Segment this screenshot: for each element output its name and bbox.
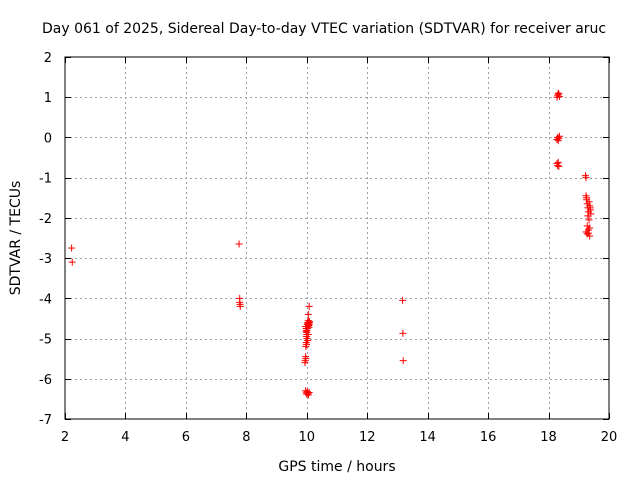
data-point — [304, 337, 312, 345]
x-axis-title: GPS time / hours — [278, 459, 395, 475]
data-point — [583, 194, 591, 202]
axis-ticks — [65, 57, 610, 420]
data-point — [305, 318, 313, 326]
y-tick-label: -1 — [39, 172, 52, 187]
data-point — [586, 224, 594, 232]
x-tick-label: 16 — [480, 430, 497, 445]
data-point — [399, 296, 407, 304]
x-tick-label: 6 — [182, 430, 190, 445]
y-tick-label: -6 — [39, 373, 52, 388]
data-point — [302, 355, 310, 363]
plot-frame — [64, 56, 610, 420]
data-point — [399, 329, 407, 337]
data-point — [304, 389, 312, 397]
x-tick-label: 12 — [359, 430, 376, 445]
x-tick-label: 20 — [601, 430, 618, 445]
data-point — [399, 357, 407, 365]
x-tick-labels: 2 4 6 8 10 12 14 16 18 20 — [61, 430, 617, 445]
data-point — [586, 232, 594, 240]
chart-title: Day 061 of 2025, Sidereal Day-to-day VTE… — [42, 21, 606, 37]
data-point — [554, 162, 562, 170]
x-tick-label: 10 — [299, 430, 316, 445]
data-point — [68, 244, 76, 252]
y-axis-title: SDTVAR / TECUs — [8, 181, 24, 296]
data-point — [585, 198, 593, 206]
data-point — [582, 174, 590, 182]
x-tick-label: 14 — [419, 430, 436, 445]
data-point — [555, 162, 563, 170]
data-point — [305, 388, 313, 396]
y-tick-label: 0 — [44, 131, 52, 146]
y-tick-label: 1 — [44, 91, 52, 106]
data-point — [586, 204, 594, 212]
data-point — [303, 388, 311, 396]
x-tick-label: 8 — [242, 430, 250, 445]
data-point — [555, 132, 563, 140]
data-point — [236, 302, 244, 310]
data-points — [68, 89, 595, 399]
data-point — [584, 212, 592, 220]
x-tick-label: 4 — [121, 430, 129, 445]
data-point — [303, 325, 311, 332]
data-point — [555, 92, 563, 100]
x-tick-label: 2 — [61, 430, 69, 445]
grid — [65, 57, 609, 419]
y-tick-labels: -7 -6 -5 -4 -3 -2 -1 0 1 2 — [39, 51, 52, 428]
y-tick-label: -5 — [39, 333, 52, 348]
data-point — [554, 158, 562, 166]
y-tick-label: -7 — [39, 413, 52, 428]
x-tick-label: 18 — [540, 430, 557, 445]
data-point — [554, 89, 562, 97]
data-point — [235, 240, 243, 248]
data-point — [68, 258, 76, 266]
data-point — [304, 310, 312, 318]
y-tick-label: -2 — [39, 212, 52, 227]
data-point — [302, 341, 310, 349]
y-tick-label: -3 — [39, 252, 52, 267]
data-point — [305, 302, 313, 310]
y-tick-label: 2 — [44, 51, 52, 66]
y-tick-label: -4 — [39, 292, 52, 307]
data-point — [303, 331, 311, 339]
data-point — [585, 216, 593, 224]
data-point — [554, 133, 562, 141]
